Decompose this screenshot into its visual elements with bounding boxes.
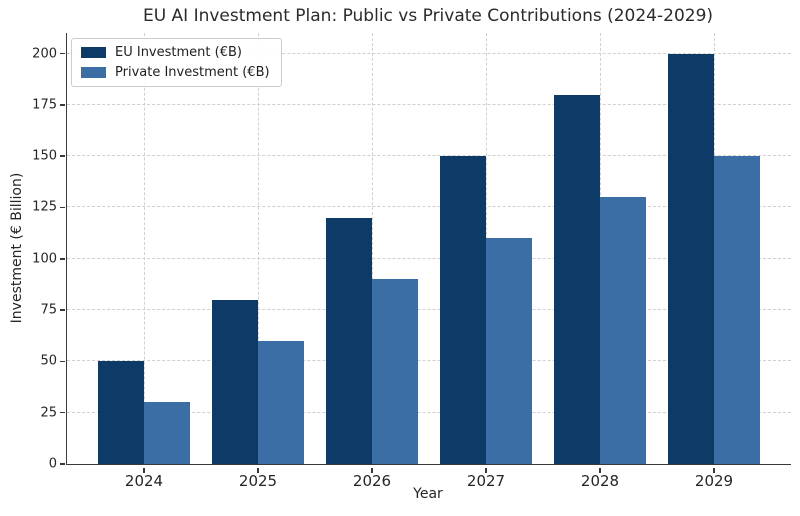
- bar-eu-2027: [440, 156, 486, 464]
- bar-eu-2029: [668, 53, 714, 464]
- bar-private-2024: [144, 402, 190, 464]
- x-tick-mark-2028: [599, 467, 601, 473]
- gridline-y-75: [67, 309, 791, 311]
- gridline-x-2025: [258, 33, 259, 464]
- x-tick-label-2029: 2029: [694, 472, 734, 490]
- y-tick-label-200: 200: [32, 46, 57, 62]
- chart-title: EU AI Investment Plan: Public vs Private…: [142, 6, 714, 26]
- x-tick-label-2026: 2026: [352, 472, 392, 490]
- bar-private-2029: [714, 156, 760, 464]
- gridline-y-150: [67, 155, 791, 157]
- gridline-x-2024: [144, 33, 145, 464]
- y-tick-mark-150: [60, 155, 65, 157]
- bar-layer: [67, 33, 791, 464]
- x-tick-mark-2029: [713, 467, 715, 473]
- y-tick-label-75: 75: [40, 302, 57, 318]
- y-tick-mark-25: [60, 411, 65, 414]
- gridline-y-100: [67, 257, 791, 259]
- x-tick-mark-2025: [257, 467, 259, 473]
- y-tick-label-125: 125: [32, 199, 57, 215]
- bar-eu-2028: [554, 94, 600, 464]
- x-tick-mark-2027: [485, 467, 487, 473]
- plot-area: 0 25 50 75 100 125 150 175 200 2024 2025 2026 2027 20…: [32, 33, 791, 490]
- legend-item-eu: EU Investment (€B): [81, 45, 270, 60]
- bar-eu-2025: [212, 299, 258, 464]
- legend-swatch-private: [81, 67, 106, 78]
- x-tick-label-2024: 2024: [124, 472, 164, 490]
- gridline-x-2026: [372, 33, 373, 464]
- x-tick-mark-2024: [143, 467, 145, 473]
- bar-eu-2024: [98, 361, 144, 464]
- y-tick-mark-0: [60, 463, 65, 465]
- bar-eu-2026: [326, 217, 372, 464]
- legend: EU Investment (€B) Private Investment (€…: [71, 38, 282, 87]
- y-tick-mark-100: [60, 258, 65, 260]
- y-tick-mark-50: [60, 360, 65, 363]
- legend-label-private: Private Investment (€B): [115, 65, 270, 80]
- legend-label-eu: EU Investment (€B): [115, 45, 242, 60]
- y-tick-mark-200: [60, 52, 65, 55]
- gridline-y-25: [67, 411, 791, 413]
- x-axis-label: Year: [413, 486, 443, 502]
- axis-tick-layer: 0 25 50 75 100 125 150 175 200 2024 2025 2026 2027 20…: [32, 33, 791, 490]
- gridline-y-200: [67, 52, 791, 54]
- bar-private-2025: [258, 340, 304, 464]
- gridline-y-175: [67, 103, 791, 105]
- legend-item-private: Private Investment (€B): [81, 65, 270, 80]
- y-tick-label-25: 25: [40, 405, 57, 421]
- y-tick-mark-125: [60, 206, 65, 209]
- legend-swatch-eu: [81, 47, 106, 58]
- y-tick-label-50: 50: [40, 353, 57, 369]
- x-tick-label-2027: 2027: [466, 472, 506, 490]
- x-tick-label-2025: 2025: [238, 472, 278, 490]
- bar-private-2028: [600, 197, 646, 464]
- y-tick-label-175: 175: [32, 97, 57, 113]
- bar-private-2026: [372, 279, 418, 464]
- x-tick-mark-2026: [371, 467, 373, 473]
- gridline-y-125: [67, 206, 791, 208]
- y-axis-label: Investment (€ Billion): [9, 172, 25, 324]
- y-tick-mark-175: [60, 104, 65, 106]
- y-tick-label-100: 100: [32, 251, 57, 267]
- y-tick-mark-75: [60, 309, 65, 311]
- y-tick-label-150: 150: [32, 148, 57, 164]
- y-tick-label-0: 0: [48, 456, 57, 472]
- bar-private-2027: [486, 238, 532, 464]
- x-tick-label-2028: 2028: [580, 472, 620, 490]
- gridline-y-50: [67, 360, 791, 362]
